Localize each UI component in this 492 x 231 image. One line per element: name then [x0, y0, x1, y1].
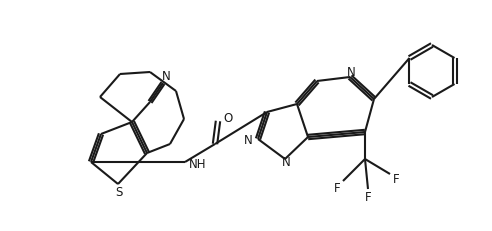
Text: N: N — [162, 70, 170, 83]
Text: NH: NH — [189, 157, 207, 170]
Text: N: N — [347, 65, 355, 78]
Text: N: N — [244, 134, 253, 147]
Text: F: F — [365, 191, 371, 204]
Text: O: O — [223, 112, 232, 125]
Text: F: F — [334, 182, 340, 195]
Text: N: N — [281, 156, 290, 169]
Text: F: F — [393, 173, 400, 186]
Text: S: S — [115, 186, 123, 199]
